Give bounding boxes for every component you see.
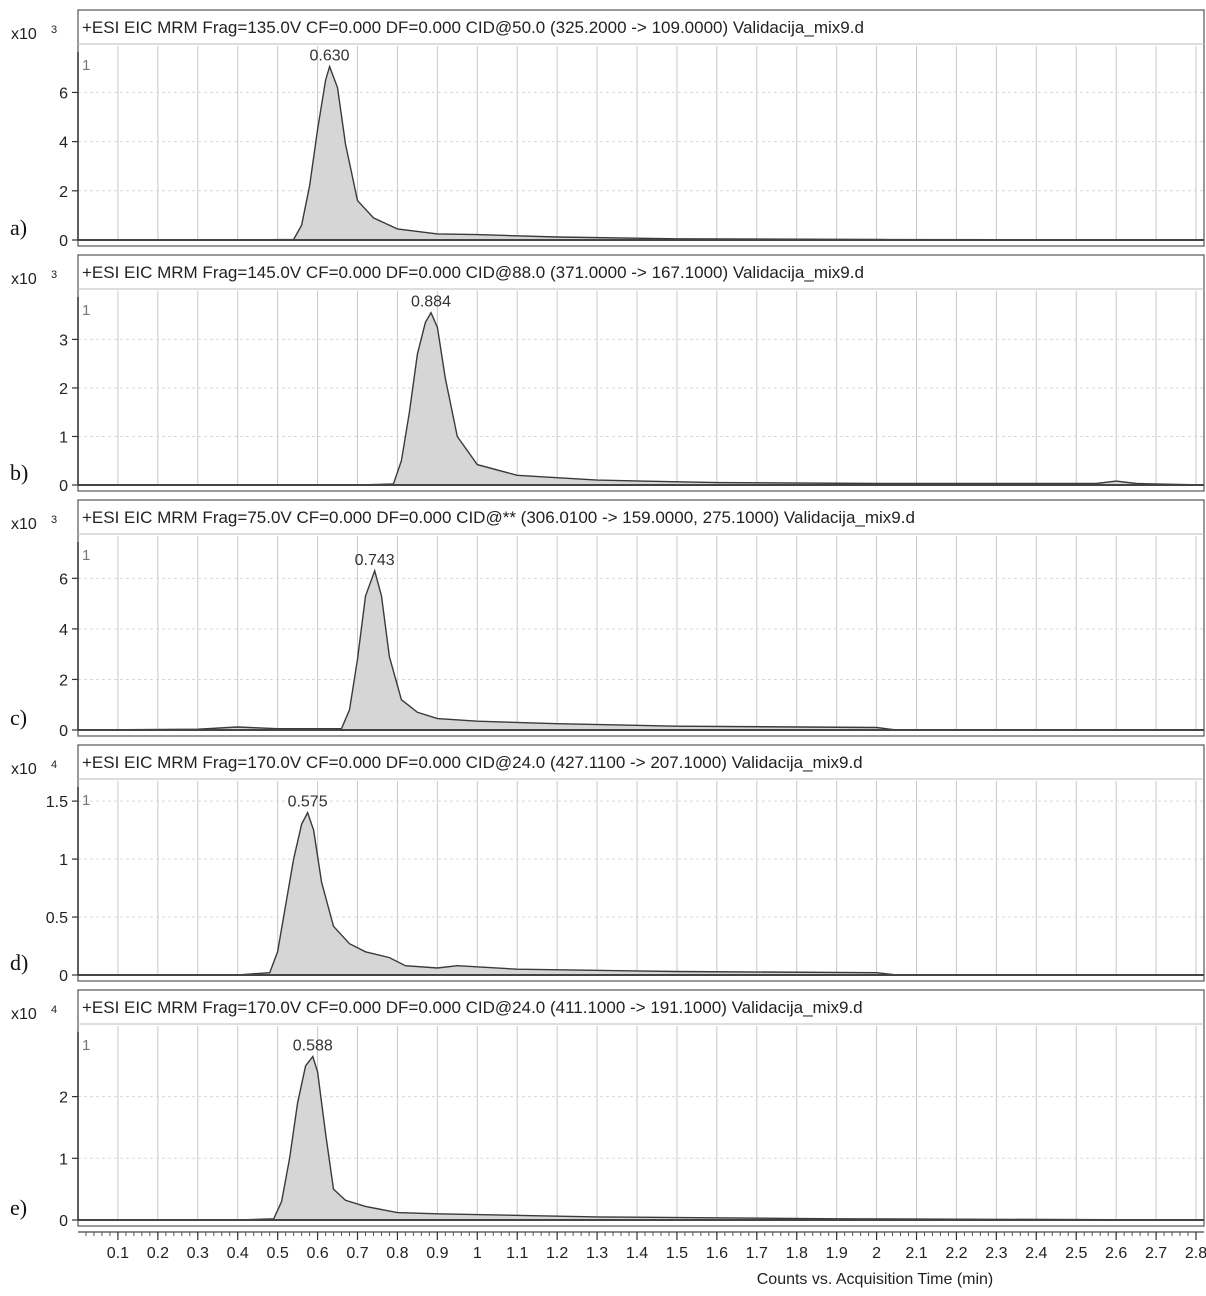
x-tick-label: 2.8 [1185,1245,1206,1262]
y-multiplier: x10 [11,271,37,288]
x-tick-label: 2 [872,1245,881,1262]
panel-title: +ESI EIC MRM Frag=75.0V CF=0.000 DF=0.00… [82,508,915,527]
panel-frame [77,499,1205,737]
trace-number: 1 [82,57,90,74]
x-tick-label: 2.7 [1145,1245,1167,1262]
panel-frame [77,254,1205,492]
panel-label: e) [10,1195,27,1220]
y-tick-label: 2 [59,381,68,398]
y-tick-label: 6 [59,571,68,588]
chromatogram-panel: +ESI EIC MRM Frag=170.0V CF=0.000 DF=0.0… [10,989,1205,1230]
panel-label: d) [10,950,28,975]
y-tick-label: 0 [59,233,68,250]
y-multiplier-exponent: 3 [51,24,57,36]
x-tick-label: 0.5 [267,1245,289,1262]
y-tick-label: 1 [59,429,68,446]
x-tick-label: 1.5 [666,1245,688,1262]
panel-frame [77,9,1205,247]
x-tick-label: 2.3 [985,1245,1007,1262]
x-tick-label: 2.6 [1105,1245,1127,1262]
x-axis-label: Counts vs. Acquisition Time (min) [757,1271,994,1288]
y-tick-label: 0 [59,968,68,985]
x-tick-label: 1 [473,1245,482,1262]
y-tick-label: 0 [59,723,68,740]
y-multiplier-exponent: 3 [51,269,57,281]
x-tick-label: 1.6 [706,1245,728,1262]
x-tick-label: 1.7 [746,1245,768,1262]
panel-title: +ESI EIC MRM Frag=135.0V CF=0.000 DF=0.0… [82,18,864,37]
y-tick-label: 1.5 [46,794,68,811]
x-tick-label: 0.1 [107,1245,129,1262]
x-tick-label: 0.6 [306,1245,328,1262]
x-tick-label: 1.8 [786,1245,808,1262]
chromatogram-panel: +ESI EIC MRM Frag=145.0V CF=0.000 DF=0.0… [10,254,1205,495]
x-tick-label: 0.7 [346,1245,368,1262]
x-tick-label: 0.2 [147,1245,169,1262]
y-multiplier: x10 [11,26,37,43]
panel-frame [77,989,1205,1227]
panel-label: c) [10,705,27,730]
peak-label: 0.588 [293,1038,333,1055]
chromatogram-trace [78,64,1205,241]
panel-label: a) [10,215,27,240]
x-tick-label: 0.8 [386,1245,408,1262]
x-tick-label: 0.3 [187,1245,209,1262]
y-tick-label: 2 [59,1090,68,1107]
chromatogram-trace [78,1055,1205,1221]
y-tick-label: 0 [59,478,68,495]
y-tick-label: 1 [59,1151,68,1168]
panel-title: +ESI EIC MRM Frag=145.0V CF=0.000 DF=0.0… [82,263,864,282]
peak-label: 0.743 [355,552,395,569]
chromatogram-trace [78,810,1204,976]
y-tick-label: 4 [59,622,68,639]
trace-number: 1 [82,302,90,319]
chromatogram-panel: +ESI EIC MRM Frag=75.0V CF=0.000 DF=0.00… [10,499,1205,740]
chromatogram-area [78,1056,1204,1220]
x-tick-label: 1.3 [586,1245,608,1262]
x-axis: 0.1 0.2 0.3 0.4 0.5 0.6 0.7 0.8 0.9 1 1.1 1.2 1.3 1.4… [78,1231,1206,1288]
y-tick-label: 2 [59,184,68,201]
x-tick-label: 0.9 [426,1245,448,1262]
x-tick-label: 1.4 [626,1245,648,1262]
peak-label: 0.575 [288,794,328,811]
y-multiplier-exponent: 4 [51,1004,57,1016]
y-tick-label: 0.5 [46,910,68,927]
chromatogram-trace [78,311,1205,486]
x-tick-label: 2.5 [1065,1245,1087,1262]
y-tick-label: 0 [59,1213,68,1230]
y-tick-label: 2 [59,672,68,689]
chromatogram-panel: +ESI EIC MRM Frag=170.0V CF=0.000 DF=0.0… [10,744,1205,985]
panel-frame [77,744,1205,982]
x-tick-label: 1.2 [546,1245,568,1262]
chromatogram-trace [77,568,1204,731]
x-tick-label: 2.1 [905,1245,927,1262]
peak-label: 0.884 [411,294,451,311]
chromatogram-panel: +ESI EIC MRM Frag=135.0V CF=0.000 DF=0.0… [10,9,1205,250]
x-tick-label: 2.2 [945,1245,967,1262]
y-multiplier: x10 [11,1006,37,1023]
trace-number: 1 [82,1037,90,1054]
panel-title: +ESI EIC MRM Frag=170.0V CF=0.000 DF=0.0… [82,753,863,772]
y-multiplier-exponent: 4 [51,759,57,771]
x-tick-label: 1.1 [506,1245,528,1262]
trace-number: 1 [82,792,90,809]
y-tick-label: 1 [59,852,68,869]
y-tick-label: 6 [59,85,68,102]
x-tick-label: 2.4 [1025,1245,1047,1262]
y-tick-label: 3 [59,332,68,349]
y-tick-label: 4 [59,135,68,152]
chromatogram-area [78,570,1204,730]
panel-label: b) [10,460,28,485]
peak-label: 0.630 [310,48,350,65]
y-multiplier-exponent: 3 [51,514,57,526]
trace-number: 1 [82,547,90,564]
chromatogram-area [78,812,1204,975]
x-tick-label: 1.9 [826,1245,848,1262]
y-multiplier: x10 [11,761,37,778]
y-multiplier: x10 [11,516,37,533]
x-tick-label: 0.4 [227,1245,249,1262]
panel-title: +ESI EIC MRM Frag=170.0V CF=0.000 DF=0.0… [82,998,863,1017]
